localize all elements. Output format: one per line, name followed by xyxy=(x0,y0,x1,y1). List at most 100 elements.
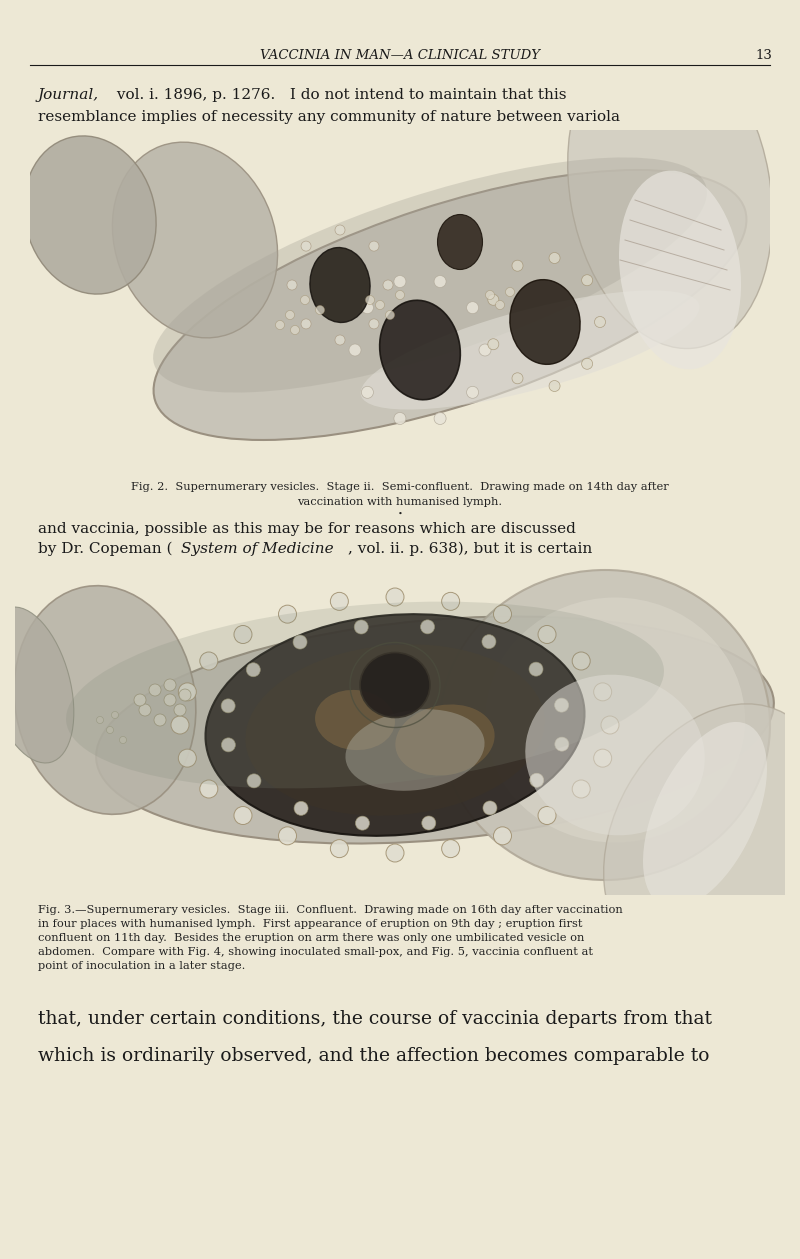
Circle shape xyxy=(369,319,379,329)
Text: that, under certain conditions, the course of vaccinia departs from that: that, under certain conditions, the cour… xyxy=(38,1010,712,1029)
Circle shape xyxy=(394,276,406,287)
Ellipse shape xyxy=(14,585,196,815)
Text: System of Medicine: System of Medicine xyxy=(181,543,334,556)
Circle shape xyxy=(247,774,261,788)
Text: in four places with humanised lymph.  First appearance of eruption on 9th day ; : in four places with humanised lymph. Fir… xyxy=(38,919,582,929)
Circle shape xyxy=(111,711,118,719)
Circle shape xyxy=(171,716,189,734)
Circle shape xyxy=(529,662,543,676)
Circle shape xyxy=(483,801,497,815)
Circle shape xyxy=(549,380,560,392)
Circle shape xyxy=(246,662,260,677)
Ellipse shape xyxy=(438,214,482,269)
Circle shape xyxy=(442,593,460,611)
Circle shape xyxy=(466,302,478,313)
Circle shape xyxy=(301,242,311,251)
Circle shape xyxy=(287,279,297,290)
Circle shape xyxy=(164,679,176,691)
Circle shape xyxy=(495,301,505,310)
Ellipse shape xyxy=(66,602,664,788)
Text: by Dr. Copeman (: by Dr. Copeman ( xyxy=(38,543,173,556)
Circle shape xyxy=(178,682,196,701)
Circle shape xyxy=(154,714,166,726)
Ellipse shape xyxy=(360,652,430,718)
Ellipse shape xyxy=(310,248,370,322)
Circle shape xyxy=(594,749,612,767)
Circle shape xyxy=(349,344,361,356)
Circle shape xyxy=(139,704,151,716)
Circle shape xyxy=(386,311,394,320)
Circle shape xyxy=(106,726,114,734)
Circle shape xyxy=(290,326,299,335)
Circle shape xyxy=(395,291,405,300)
Text: Fig. 2.  Supernumerary vesicles.  Stage ii.  Semi-confluent.  Drawing made on 14: Fig. 2. Supernumerary vesicles. Stage ii… xyxy=(131,482,669,492)
Circle shape xyxy=(222,738,235,752)
Circle shape xyxy=(234,807,252,825)
Ellipse shape xyxy=(346,709,485,791)
Circle shape xyxy=(549,253,560,263)
Circle shape xyxy=(394,413,406,424)
Text: VACCINIA IN MAN—A CLINICAL STUDY: VACCINIA IN MAN—A CLINICAL STUDY xyxy=(260,49,540,62)
Circle shape xyxy=(335,225,345,235)
Circle shape xyxy=(330,593,348,611)
Ellipse shape xyxy=(568,31,772,349)
Circle shape xyxy=(164,694,176,706)
Circle shape xyxy=(179,689,191,701)
Text: resemblance implies of necessity any community of nature between variola: resemblance implies of necessity any com… xyxy=(38,110,620,123)
Text: Fig. 3.—Supernumerary vesicles.  Stage iii.  Confluent.  Drawing made on 16th da: Fig. 3.—Supernumerary vesicles. Stage ii… xyxy=(38,905,622,915)
Circle shape xyxy=(178,749,196,767)
Circle shape xyxy=(315,306,325,315)
Ellipse shape xyxy=(154,170,746,439)
Circle shape xyxy=(200,652,218,670)
Circle shape xyxy=(482,635,496,648)
Circle shape xyxy=(275,321,285,330)
Circle shape xyxy=(494,827,511,845)
Circle shape xyxy=(294,801,308,816)
Ellipse shape xyxy=(380,301,460,399)
Text: and vaccinia, possible as this may be for reasons which are discussed: and vaccinia, possible as this may be fo… xyxy=(38,522,576,536)
Circle shape xyxy=(375,301,385,310)
Circle shape xyxy=(200,781,218,798)
Circle shape xyxy=(442,840,460,857)
Circle shape xyxy=(301,296,310,305)
Circle shape xyxy=(555,738,569,752)
Circle shape xyxy=(354,619,368,635)
Text: point of inoculation in a later stage.: point of inoculation in a later stage. xyxy=(38,961,246,971)
Circle shape xyxy=(554,699,569,713)
Ellipse shape xyxy=(604,704,800,966)
Circle shape xyxy=(421,619,434,633)
Text: confluent on 11th day.  Besides the eruption on arm there was only one umbilicat: confluent on 11th day. Besides the erupt… xyxy=(38,933,584,943)
Circle shape xyxy=(234,626,252,643)
Circle shape xyxy=(174,704,186,716)
Text: vaccination with humanised lymph.: vaccination with humanised lymph. xyxy=(298,497,502,507)
Circle shape xyxy=(366,296,374,305)
Text: abdomen.  Compare with Fig. 4, showing inoculated small-pox, and Fig. 5, vaccini: abdomen. Compare with Fig. 4, showing in… xyxy=(38,947,593,957)
Text: , vol. ii. p. 638), but it is certain: , vol. ii. p. 638), but it is certain xyxy=(348,543,592,556)
Circle shape xyxy=(301,319,311,329)
Circle shape xyxy=(386,844,404,862)
Circle shape xyxy=(422,816,436,830)
Text: vol. i. 1896, p. 1276.   I do not intend to maintain that this: vol. i. 1896, p. 1276. I do not intend t… xyxy=(112,88,566,102)
Circle shape xyxy=(486,291,494,300)
Circle shape xyxy=(538,626,556,643)
Circle shape xyxy=(466,387,478,398)
Circle shape xyxy=(530,773,544,787)
Circle shape xyxy=(512,373,523,384)
Circle shape xyxy=(278,606,297,623)
Circle shape xyxy=(582,274,593,286)
Circle shape xyxy=(506,287,514,297)
Ellipse shape xyxy=(0,607,74,763)
Ellipse shape xyxy=(526,675,705,835)
Ellipse shape xyxy=(24,136,156,295)
Circle shape xyxy=(119,737,126,744)
Circle shape xyxy=(355,816,370,830)
Circle shape xyxy=(594,316,606,327)
Ellipse shape xyxy=(315,690,395,750)
Circle shape xyxy=(278,827,297,845)
Ellipse shape xyxy=(153,157,707,393)
Text: which is ordinarily observed, and the affection becomes comparable to: which is ordinarily observed, and the af… xyxy=(38,1047,710,1065)
Circle shape xyxy=(221,699,235,713)
Circle shape xyxy=(386,588,404,606)
Circle shape xyxy=(286,311,294,320)
Circle shape xyxy=(369,242,379,251)
